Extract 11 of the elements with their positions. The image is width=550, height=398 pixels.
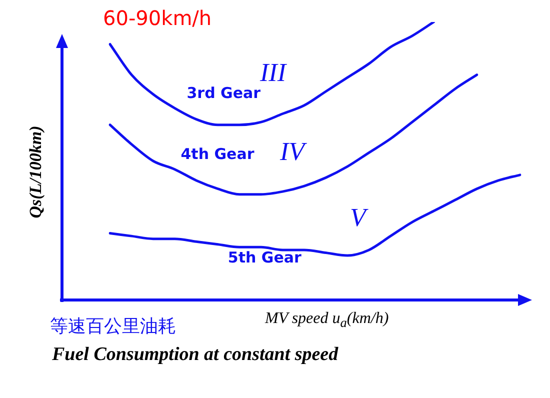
- annotation: 60-90km/h: [103, 6, 212, 30]
- series-label: 3rd Gear: [186, 84, 262, 102]
- text: 等速百公里油耗: [50, 315, 176, 338]
- y-axis-title: Qs(L/100km): [26, 126, 46, 218]
- text: Fuel Consumption at constant speed: [52, 344, 338, 366]
- annotation: V: [350, 203, 366, 233]
- annotation: III: [260, 58, 286, 87]
- x-axis-title: MV speed u$_{a}$(km/h): [265, 310, 389, 332]
- annotation: IV: [280, 137, 305, 167]
- series-label: 5th Gear: [228, 248, 302, 266]
- series-label: 4th Gear: [180, 145, 255, 164]
